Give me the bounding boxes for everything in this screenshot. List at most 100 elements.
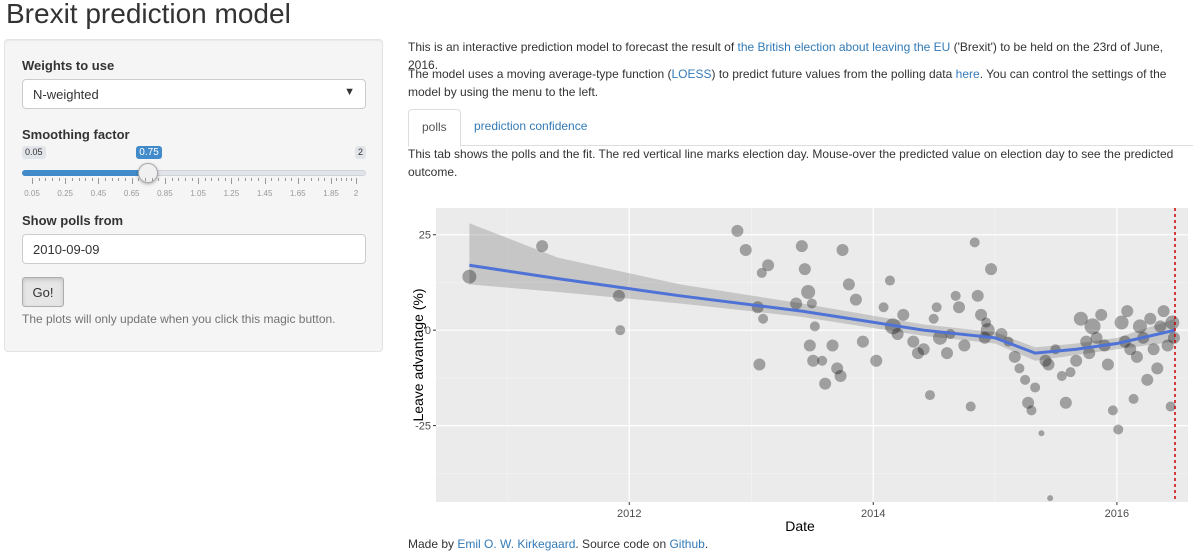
slider-tick xyxy=(231,178,233,184)
y-tick-label: 0 xyxy=(425,325,431,337)
footer: Made by Emil O. W. Kirkegaard. Source co… xyxy=(408,537,709,551)
brexit-election-link[interactable]: the British election about leaving the E… xyxy=(737,40,951,54)
slider-minor-tick xyxy=(184,178,186,181)
x-tick-label: 2016 xyxy=(1105,508,1129,520)
slider-minor-tick xyxy=(346,178,348,181)
slider-tick xyxy=(98,178,100,184)
tab-bar: polls prediction confidence xyxy=(408,109,1193,147)
poll-point xyxy=(975,308,988,321)
poll-point xyxy=(1080,335,1093,348)
weights-select[interactable]: N-weighted ▼ xyxy=(22,79,366,109)
poll-point xyxy=(1065,367,1076,378)
slider-tick-label: 1.85 xyxy=(323,189,339,198)
poll-point xyxy=(1090,331,1103,344)
slider-minor-tick xyxy=(105,178,107,181)
poll-point xyxy=(731,224,744,237)
poll-point xyxy=(958,339,971,352)
polling-data-link[interactable]: here xyxy=(955,67,980,81)
github-link[interactable]: Github xyxy=(669,537,705,551)
poll-point xyxy=(842,278,855,291)
poll-point xyxy=(1042,358,1055,371)
smoothing-slider[interactable]: 0.05 2 0.75 0.05 0.25 0.45 0.65 0.85 1.05 1.25… xyxy=(22,146,366,206)
poll-point xyxy=(1113,424,1124,435)
x-tick-label: 2012 xyxy=(617,508,641,520)
slider-minor-tick xyxy=(171,178,173,181)
poll-point xyxy=(1154,320,1167,333)
poll-point xyxy=(985,263,998,276)
loess-link[interactable]: LOESS xyxy=(671,67,712,81)
slider-handle[interactable] xyxy=(138,163,159,183)
poll-point xyxy=(911,347,924,360)
poll-point xyxy=(798,263,811,276)
slider-minor-tick xyxy=(191,178,193,181)
poll-point xyxy=(950,290,961,301)
poll-point xyxy=(897,308,910,321)
poll-point xyxy=(849,293,862,306)
slider-minor-tick xyxy=(91,178,93,181)
poll-point xyxy=(1114,315,1129,330)
poll-point xyxy=(995,328,1008,340)
poll-point xyxy=(1008,350,1021,363)
poll-point xyxy=(1101,358,1114,371)
slider-minor-tick xyxy=(71,178,73,181)
polls-chart[interactable]: 25 0 -25 2012 2014 2016 Date Leave advantage (%… xyxy=(408,198,1193,538)
slider-minor-tick xyxy=(38,178,40,181)
tab-prediction-confidence[interactable]: prediction confidence xyxy=(474,119,588,133)
go-button[interactable]: Go! xyxy=(22,277,64,307)
poll-point xyxy=(795,240,808,253)
y-axis-title: Leave advantage (%) xyxy=(410,288,426,421)
poll-point xyxy=(790,297,803,310)
poll-point xyxy=(536,240,549,253)
slider-minor-tick xyxy=(317,178,319,181)
slider-tick xyxy=(164,178,166,184)
intro-paragraph-2: The model uses a moving average-type fun… xyxy=(408,67,1167,99)
poll-point xyxy=(971,289,984,302)
slider-minor-tick xyxy=(271,178,273,181)
polls-from-date-input[interactable]: 2010-09-09 xyxy=(22,234,366,264)
poll-point xyxy=(891,328,904,340)
poll-point xyxy=(1073,311,1088,326)
poll-point xyxy=(878,302,889,313)
poll-point xyxy=(809,321,820,332)
slider-minor-tick xyxy=(125,178,127,181)
slider-minor-tick xyxy=(224,178,226,181)
poll-point xyxy=(884,275,895,286)
slider-minor-tick xyxy=(45,178,47,181)
tab-polls[interactable]: polls xyxy=(408,109,461,147)
slider-tick xyxy=(356,178,357,184)
slider-tick xyxy=(331,178,333,184)
x-axis-title: Date xyxy=(785,518,815,534)
poll-point xyxy=(756,267,767,278)
poll-point xyxy=(980,323,995,338)
poll-point xyxy=(1056,371,1067,381)
poll-point xyxy=(933,330,948,345)
slider-tick-label: 0.65 xyxy=(123,189,140,198)
poll-point xyxy=(1095,308,1108,321)
poll-point xyxy=(1039,354,1052,367)
poll-point xyxy=(1147,343,1160,356)
loess-fit-line xyxy=(469,263,1176,355)
go-help-text: The plots will only update when you clic… xyxy=(22,312,336,326)
slider-minor-tick xyxy=(304,178,306,181)
slider-tick-label: 1.25 xyxy=(223,189,240,198)
slider-max-label: 2 xyxy=(354,146,366,159)
poll-point xyxy=(1107,405,1118,416)
poll-point xyxy=(834,370,847,382)
poll-point xyxy=(965,401,976,412)
poll-point xyxy=(803,339,816,352)
slider-minor-tick xyxy=(138,178,140,181)
poll-point xyxy=(1014,363,1025,374)
confidence-band xyxy=(469,223,1175,361)
poll-point xyxy=(1165,401,1176,412)
slider-minor-tick xyxy=(211,178,213,181)
poll-point xyxy=(981,317,992,328)
author-link[interactable]: Emil O. W. Kirkegaard xyxy=(457,537,576,551)
poll-point xyxy=(1084,318,1101,335)
slider-tick-label: 0.85 xyxy=(157,189,173,198)
weights-label: Weights to use xyxy=(22,58,115,73)
poll-point xyxy=(1132,319,1147,334)
poll-point xyxy=(739,244,752,256)
slider-tick xyxy=(264,178,266,184)
slider-minor-tick xyxy=(178,178,180,181)
slider-minor-tick xyxy=(111,178,113,181)
